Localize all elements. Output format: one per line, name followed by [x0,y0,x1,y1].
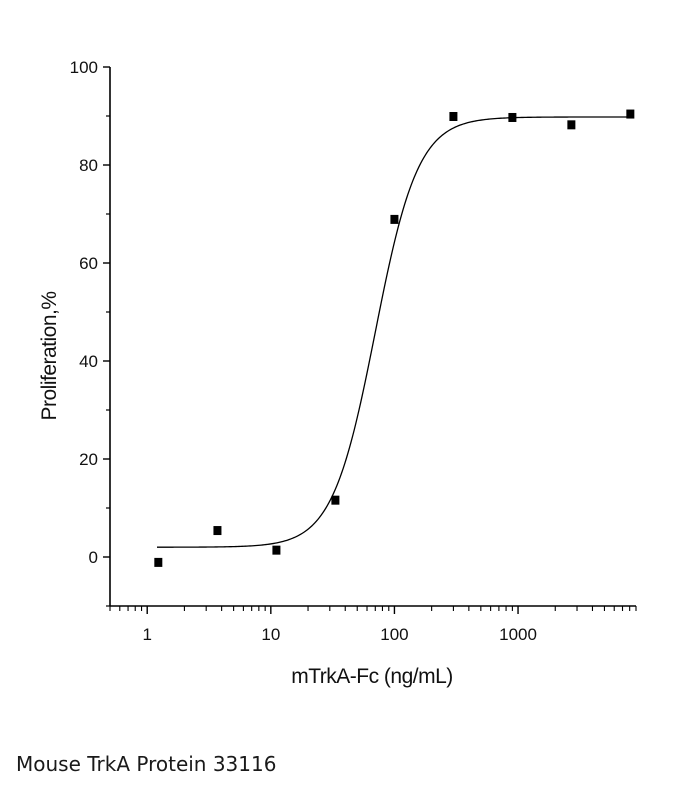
data-point [567,120,576,130]
data-point [626,109,635,119]
x-axis-title: mTrkA-Fc (ng/mL) [291,665,453,688]
data-point [272,545,281,555]
data-point [154,557,163,567]
fit-curve-group [157,116,631,548]
fit-curve [157,116,631,548]
x-tick-label: 100 [380,625,408,644]
x-tick-label: 1000 [499,625,537,644]
data-point [213,526,222,536]
data-points [154,109,635,567]
data-point [508,112,517,122]
data-point [331,495,340,505]
y-tick-label: 80 [79,156,98,175]
y-tick-label: 60 [79,254,98,273]
y-axis-title: Proliferation,% [38,291,61,420]
x-tick-label: 10 [261,625,280,644]
figure-caption: Mouse TrkA Protein 33116 [16,752,277,776]
y-tick-label: 40 [79,352,98,371]
data-point [449,112,458,121]
axes: 0 20 40 60 80 100 1 10 100 1000 [70,58,637,644]
x-tick-label: 1 [142,625,151,644]
y-tick-label: 0 [89,548,98,567]
data-point [390,214,399,224]
y-tick-label: 20 [79,450,98,469]
y-tick-label: 100 [70,58,98,77]
